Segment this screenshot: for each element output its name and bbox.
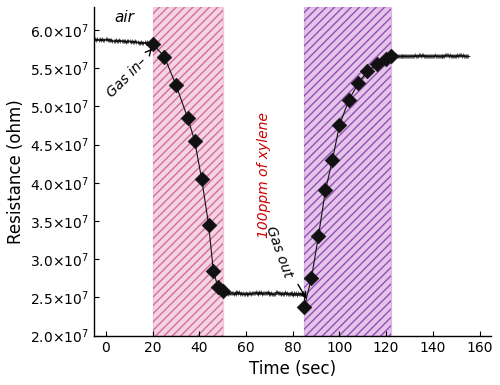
Text: 100ppm of xylene: 100ppm of xylene — [256, 112, 270, 238]
Point — [148, 40, 156, 47]
Point — [190, 137, 198, 144]
Point — [198, 176, 205, 182]
Text: Gas out: Gas out — [263, 224, 306, 298]
Point — [382, 56, 390, 62]
Point — [160, 54, 168, 60]
Point — [214, 285, 222, 291]
Bar — [304, 7, 391, 336]
Point — [210, 268, 218, 274]
Point — [354, 80, 362, 87]
Point — [172, 82, 180, 88]
Point — [184, 115, 192, 121]
Point — [322, 187, 330, 194]
Bar — [152, 7, 222, 336]
Point — [345, 97, 353, 103]
Point — [364, 68, 372, 74]
Point — [300, 303, 308, 310]
Point — [314, 233, 322, 239]
Bar — [304, 7, 391, 336]
Point — [336, 122, 344, 129]
Bar — [152, 7, 222, 336]
Point — [218, 288, 226, 295]
Point — [204, 222, 212, 228]
Text: Gas in–: Gas in– — [104, 49, 152, 100]
Text: air: air — [114, 10, 134, 25]
Y-axis label: Resistance (ohm): Resistance (ohm) — [7, 99, 25, 244]
X-axis label: Time (sec): Time (sec) — [249, 360, 336, 378]
Point — [308, 275, 316, 281]
Point — [328, 157, 336, 163]
Point — [373, 61, 381, 67]
Point — [387, 53, 395, 59]
